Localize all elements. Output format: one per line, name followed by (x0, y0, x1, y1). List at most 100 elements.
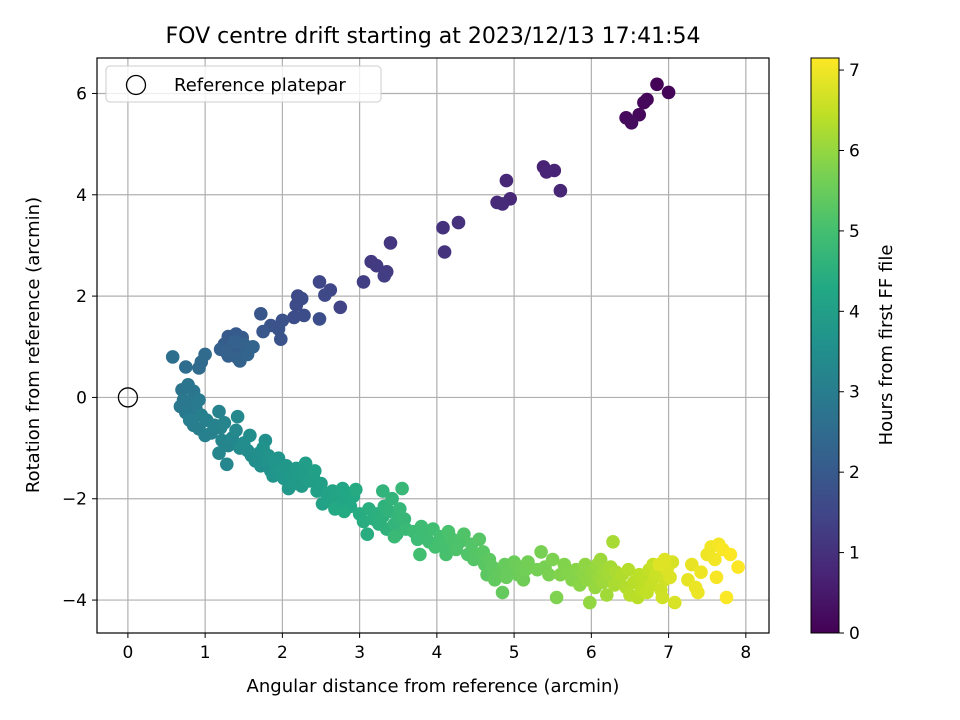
x-tick-label: 6 (586, 643, 597, 663)
data-point (333, 300, 348, 315)
colorbar-tick-label: 1 (849, 544, 860, 564)
gridlines (97, 58, 769, 633)
data-point (657, 552, 672, 567)
colorbar-tick-label: 0 (849, 624, 860, 644)
data-point (553, 183, 568, 198)
colorbar-tick-label: 3 (849, 383, 860, 403)
data-point (661, 85, 676, 100)
y-tick-label: −4 (62, 591, 87, 611)
colorbar-tick-label: 7 (849, 61, 860, 81)
data-point (383, 236, 398, 250)
data-point (298, 456, 313, 471)
data-point (621, 562, 636, 577)
data-point (451, 215, 466, 230)
data-point (545, 552, 560, 567)
y-tick-label: 2 (76, 287, 87, 307)
data-point (539, 165, 554, 179)
data-point (436, 220, 450, 235)
data-point (369, 258, 384, 273)
data-point (220, 457, 234, 472)
data-point (606, 535, 620, 549)
data-point (521, 555, 535, 569)
data-point (549, 590, 564, 605)
legend-label: Reference platepar (174, 75, 346, 96)
data-point (439, 547, 453, 562)
legend: Reference platepar (105, 65, 382, 103)
legend-box (105, 65, 382, 103)
data-point (289, 298, 304, 313)
x-tick-label: 8 (740, 643, 751, 663)
data-point (312, 275, 327, 289)
data-point (192, 361, 206, 375)
data-point (318, 288, 332, 302)
x-axis-ticks: 0 1 2 3 4 5 6 7 8 (122, 633, 751, 663)
data-point (472, 532, 487, 547)
colorbar-tick-label: 4 (849, 302, 860, 322)
data-point (314, 476, 328, 491)
data-point (593, 552, 608, 567)
data-point (376, 484, 390, 498)
colorbar-tick-label: 2 (849, 463, 860, 483)
data-point (192, 393, 206, 407)
colorbar-label: Hours from first FF file (876, 245, 897, 446)
y-tick-label: 6 (76, 84, 87, 104)
data-point (356, 275, 371, 289)
chart-title: FOV centre drift starting at 2023/12/13 … (166, 24, 701, 49)
y-tick-label: 0 (76, 388, 87, 408)
data-point (668, 595, 682, 610)
data-point (719, 590, 734, 605)
data-point (731, 560, 745, 574)
data-point (360, 527, 375, 541)
data-point (179, 360, 193, 374)
data-point (694, 565, 708, 579)
colorbar-ticks: 0 1 2 3 4 5 6 7 (839, 61, 860, 644)
x-tick-label: 2 (277, 643, 288, 663)
y-tick-label: 4 (76, 186, 87, 206)
data-point (377, 269, 392, 283)
data-point (624, 116, 639, 130)
data-point (393, 502, 407, 516)
data-point (542, 567, 556, 582)
data-point (655, 590, 670, 605)
data-point (165, 350, 180, 364)
colorbar (810, 57, 840, 634)
data-point (685, 557, 699, 572)
x-tick-label: 7 (663, 643, 674, 663)
data-point (229, 423, 243, 438)
data-point (212, 404, 226, 419)
data-point (495, 585, 510, 600)
x-tick-label: 5 (509, 643, 520, 663)
plot-frame (96, 57, 770, 634)
data-point (297, 308, 311, 323)
data-point (253, 307, 268, 321)
data-point (457, 527, 471, 541)
data-point (220, 346, 234, 360)
data-point (397, 512, 412, 526)
x-tick-label: 0 (122, 643, 133, 663)
data-point (230, 409, 245, 424)
y-tick-label: −2 (62, 490, 87, 510)
data-point (534, 545, 548, 559)
x-tick-label: 4 (431, 643, 442, 663)
data-point (395, 481, 409, 496)
data-point (308, 464, 322, 478)
data-point (723, 547, 738, 562)
y-axis-ticks: −4 −2 0 2 4 6 (62, 84, 97, 611)
data-point (637, 95, 651, 110)
data-point (708, 552, 722, 567)
x-axis-label: Angular distance from reference (arcmin) (247, 676, 620, 697)
data-point (709, 570, 724, 585)
data-point (385, 491, 399, 506)
legend-marker-circle-icon (125, 74, 147, 96)
data-point (691, 585, 705, 600)
data-point (337, 504, 352, 519)
data-point (387, 529, 402, 544)
x-tick-label: 1 (200, 643, 211, 663)
data-point (437, 245, 452, 259)
y-axis-label: Rotation from reference (arcmin) (23, 197, 44, 493)
data-point (495, 197, 510, 211)
data-point (499, 173, 514, 188)
data-point (240, 347, 255, 362)
data-point (650, 77, 664, 92)
